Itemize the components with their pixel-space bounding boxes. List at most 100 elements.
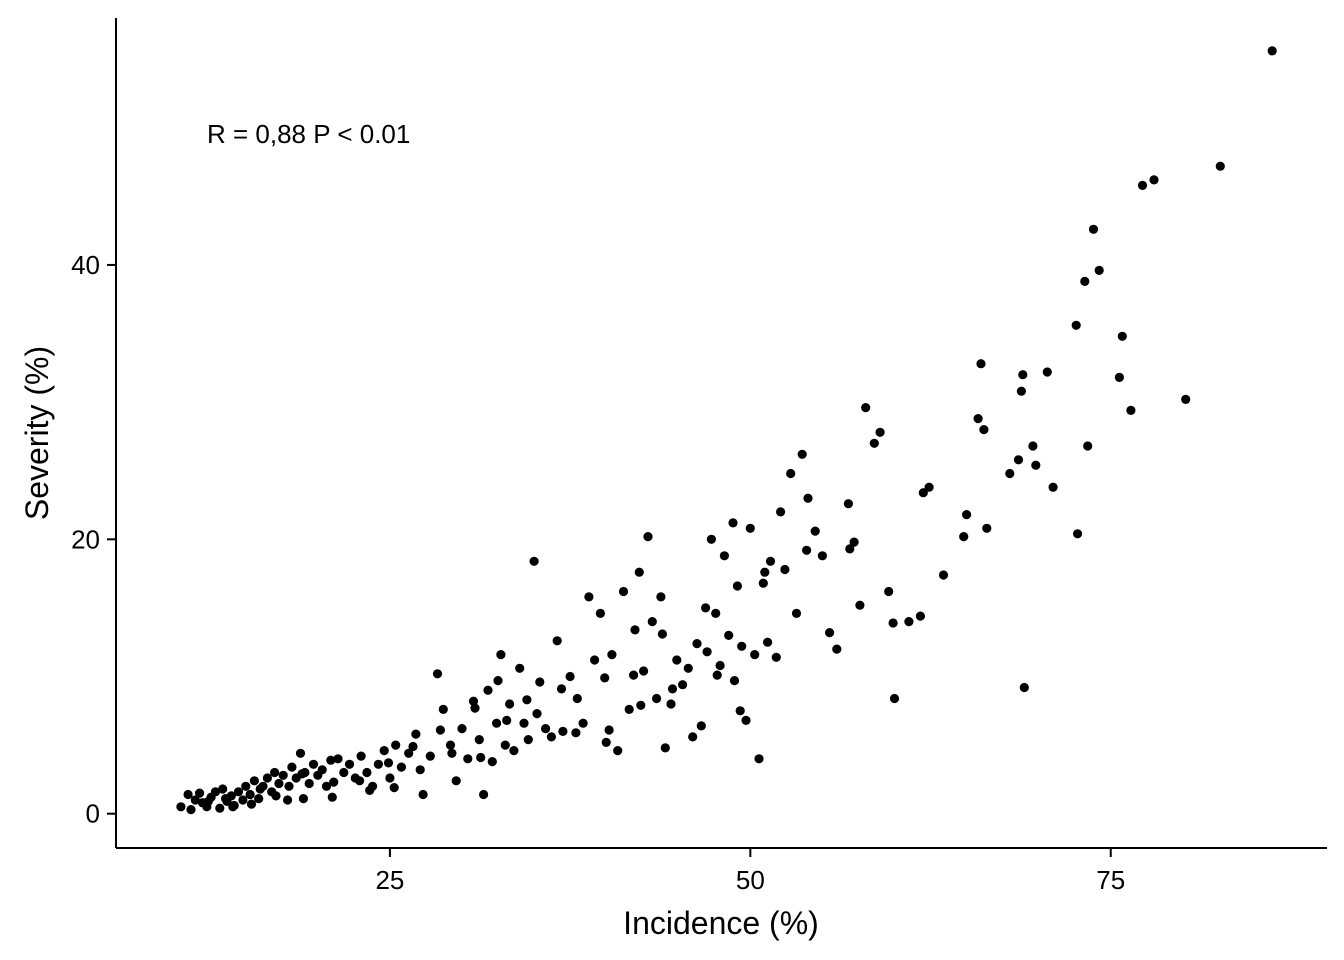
data-point-154 — [1031, 460, 1041, 470]
data-point-116 — [760, 567, 770, 577]
data-point-0 — [176, 802, 186, 812]
data-point-45 — [385, 773, 395, 783]
data-point-1 — [186, 805, 196, 815]
data-point-66 — [505, 699, 515, 709]
data-point-197 — [284, 781, 294, 791]
data-point-117 — [765, 556, 776, 566]
data-point-67 — [509, 746, 519, 756]
data-point-121 — [786, 468, 796, 479]
data-point-85 — [613, 746, 623, 756]
data-point-81 — [590, 655, 600, 665]
data-point-46 — [391, 740, 401, 750]
data-point-161 — [1088, 224, 1099, 234]
data-point-59 — [474, 735, 484, 745]
data-point-168 — [1181, 394, 1191, 404]
data-point-89 — [634, 567, 644, 577]
data-point-80 — [584, 592, 594, 602]
data-point-97 — [672, 655, 682, 665]
data-point-40 — [356, 751, 366, 761]
data-point-54 — [445, 740, 456, 750]
data-point-107 — [719, 551, 730, 561]
data-point-130 — [849, 537, 859, 547]
data-point-212 — [735, 706, 745, 716]
data-point-147 — [982, 523, 992, 533]
data-point-181 — [470, 703, 480, 713]
data-point-178 — [383, 758, 394, 768]
data-point-88 — [630, 625, 640, 635]
data-point-125 — [810, 526, 820, 536]
data-point-16 — [245, 789, 255, 800]
data-point-199 — [329, 777, 339, 787]
data-point-8 — [215, 803, 225, 813]
data-point-96 — [666, 699, 676, 709]
data-point-186 — [629, 670, 639, 680]
data-point-101 — [692, 639, 702, 649]
data-point-138 — [915, 611, 926, 621]
data-point-23 — [274, 778, 284, 789]
data-point-163 — [1114, 372, 1124, 382]
data-point-150 — [1016, 386, 1026, 396]
data-point-180 — [435, 725, 445, 735]
data-point-109 — [728, 518, 738, 528]
data-point-75 — [552, 636, 562, 646]
data-point-203 — [447, 748, 457, 758]
data-point-167 — [1149, 175, 1159, 185]
data-point-47 — [396, 762, 406, 772]
axis-ticks: 25 50 75 0 20 40 — [71, 250, 1125, 895]
data-point-93 — [652, 693, 662, 704]
data-point-38 — [344, 759, 355, 769]
data-point-149 — [1013, 455, 1024, 465]
data-point-43 — [373, 759, 383, 769]
data-point-159 — [1080, 276, 1090, 286]
data-point-169 — [1215, 161, 1225, 171]
data-point-60 — [479, 789, 489, 800]
data-point-44 — [379, 746, 389, 756]
data-point-77 — [565, 671, 575, 682]
data-point-63 — [492, 718, 502, 728]
data-point-35 — [327, 792, 337, 802]
data-point-79 — [578, 718, 588, 728]
data-point-141 — [938, 570, 949, 580]
data-point-142 — [959, 532, 969, 542]
data-point-182 — [493, 676, 503, 686]
y-axis-title: Severity (%) — [19, 346, 55, 520]
data-point-92 — [647, 617, 657, 627]
data-point-3 — [195, 788, 205, 798]
data-point-90 — [639, 666, 649, 676]
correlation-annotation: R = 0,88 P < 0.01 — [207, 119, 410, 149]
data-point-31 — [308, 759, 319, 769]
data-point-78 — [572, 693, 582, 704]
data-point-103 — [702, 647, 712, 657]
data-point-202 — [415, 765, 425, 775]
data-point-87 — [624, 704, 634, 715]
data-point-191 — [802, 545, 812, 555]
data-point-122 — [791, 608, 802, 619]
data-point-99 — [683, 663, 693, 673]
data-point-115 — [754, 754, 764, 764]
data-point-143 — [962, 509, 972, 520]
data-point-72 — [535, 677, 545, 687]
data-point-184 — [556, 684, 567, 694]
data-point-210 — [667, 684, 678, 694]
data-point-127 — [825, 628, 835, 638]
x-tick-label-75: 75 — [1096, 865, 1125, 895]
data-point-52 — [432, 669, 443, 679]
data-point-158 — [1073, 529, 1083, 539]
data-point-193 — [888, 618, 898, 628]
data-point-190 — [758, 578, 768, 588]
data-point-211 — [712, 670, 722, 680]
data-point-194 — [183, 789, 193, 800]
data-point-153 — [1028, 441, 1038, 451]
data-point-134 — [875, 427, 885, 437]
data-point-123 — [797, 449, 807, 459]
scatter-points — [176, 46, 1277, 815]
data-point-172 — [221, 794, 231, 804]
data-point-195 — [228, 802, 238, 812]
x-axis-title: Incidence (%) — [623, 905, 819, 941]
data-point-34 — [321, 781, 332, 791]
data-point-18 — [254, 794, 264, 804]
data-point-74 — [546, 732, 557, 742]
data-point-198 — [298, 794, 308, 804]
data-point-9 — [218, 784, 228, 794]
